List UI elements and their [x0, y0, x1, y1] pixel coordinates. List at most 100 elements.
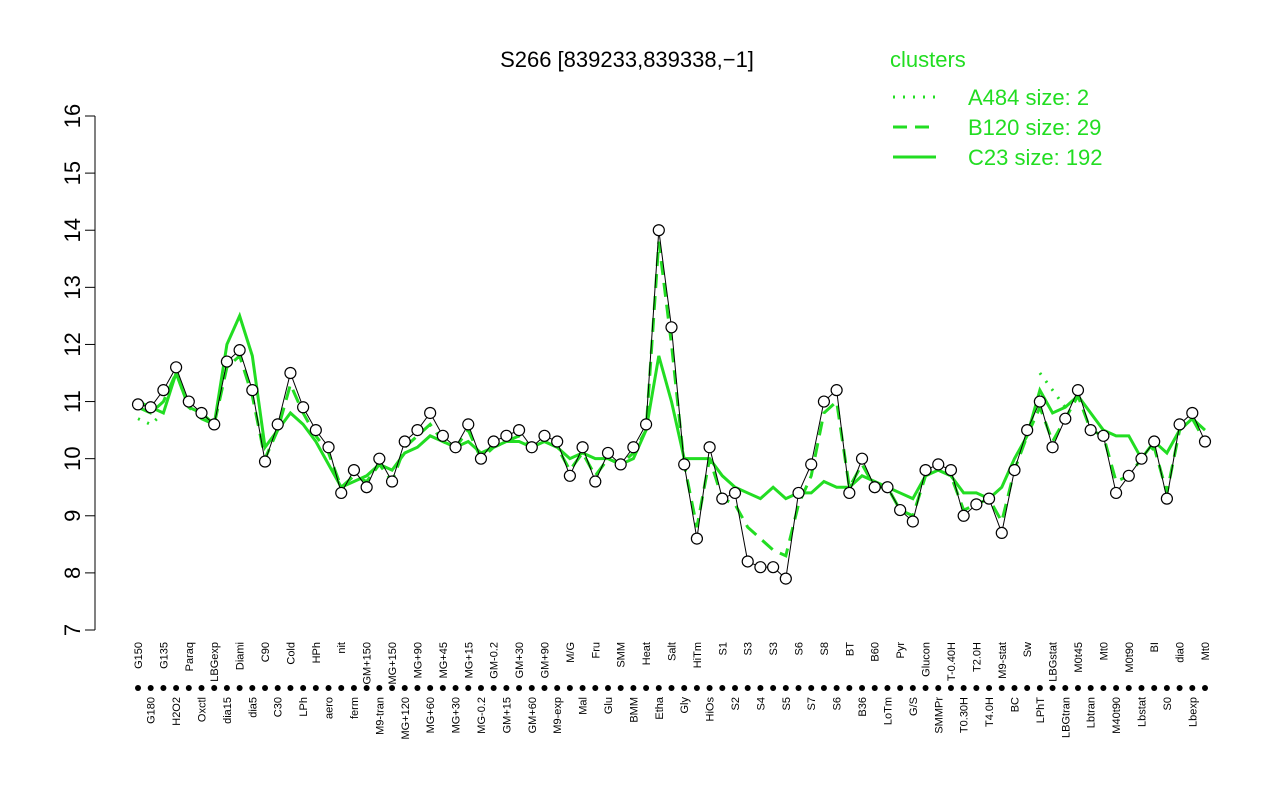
x-tick-label: S7 [806, 697, 818, 710]
profile-point [627, 441, 640, 454]
x-tick-label: M9-tran [374, 697, 386, 735]
x-tick-label: HPh [311, 642, 323, 663]
rug-mark [503, 685, 510, 691]
rug-mark [655, 685, 662, 691]
profile-point [525, 441, 538, 454]
rug-mark [211, 685, 218, 691]
profile-point [462, 418, 475, 431]
rug-mark [262, 685, 269, 691]
x-tick-label: aero [324, 697, 336, 719]
rug-mark [1138, 685, 1145, 691]
profile-point [1186, 406, 1199, 420]
rug-mark [820, 685, 827, 691]
x-tick-label: MG+45 [438, 642, 450, 678]
profile-point [995, 526, 1008, 540]
rug-mark [871, 685, 878, 691]
profile-point [500, 429, 513, 442]
profile-point [1097, 429, 1110, 442]
profile-point [436, 429, 449, 442]
profile-point [957, 509, 970, 522]
profile-point [932, 458, 945, 471]
profile-point [1021, 424, 1034, 437]
x-tick-label: Paraq [184, 642, 196, 671]
profile-point [373, 452, 386, 465]
rug-mark [1049, 685, 1056, 691]
x-tick-label: S6 [832, 697, 844, 710]
y-tick-label: 13 [60, 275, 85, 299]
x-tick-label: Glucon [921, 642, 933, 677]
profile-point [563, 469, 576, 482]
x-tick-label: GM-0.2 [489, 642, 501, 679]
profile-point [906, 515, 919, 528]
profile-point [487, 435, 500, 448]
rug-mark [846, 685, 853, 691]
profile-point [678, 458, 691, 471]
y-tick-label: 14 [60, 218, 85, 242]
rug-mark [986, 685, 993, 691]
rug-mark [490, 685, 497, 691]
profile-point [335, 486, 348, 500]
x-tick-label: LPhT [1035, 697, 1047, 724]
rug-mark [604, 685, 611, 691]
profile-point [170, 361, 183, 374]
x-tick-label: G150 [133, 642, 145, 669]
rug-mark [350, 685, 357, 691]
y-tick-label: 15 [60, 161, 85, 185]
profile-point [970, 498, 983, 511]
profile-point [830, 384, 843, 397]
profile-point [1008, 463, 1021, 477]
rug-mark [1036, 685, 1043, 691]
x-tick-label: GM+90 [539, 642, 551, 678]
x-tick-label: S8 [819, 642, 831, 655]
x-tick-label: Diami [235, 642, 247, 670]
x-tick-label: BT [844, 642, 856, 656]
rug-mark [1151, 685, 1158, 691]
rug-mark [427, 685, 434, 691]
x-tick-label: MG+90 [412, 642, 424, 678]
profile-point [639, 418, 653, 431]
profile-point [1160, 492, 1173, 505]
profile-point [1109, 486, 1123, 500]
x-tick-label: GM+30 [514, 642, 526, 678]
rug-mark [160, 685, 167, 691]
rug-mark [1062, 685, 1069, 691]
rug-mark [757, 685, 764, 691]
rug-mark [1024, 685, 1031, 691]
x-tick-label: G135 [158, 642, 170, 669]
rug-mark [579, 685, 586, 691]
rug-mark [706, 685, 713, 691]
rug-mark [135, 685, 141, 691]
rug-mark [947, 685, 954, 691]
profile-point [1122, 469, 1135, 482]
profile-point [1033, 395, 1046, 408]
y-tick-label: 10 [60, 446, 85, 470]
rug-mark [897, 685, 904, 691]
legend-label: B120 size: 29 [968, 115, 1101, 140]
x-tick-label: Lbexp [1187, 697, 1199, 727]
profile-point [1084, 424, 1097, 437]
rug-mark [744, 685, 751, 691]
profile-point [754, 561, 767, 574]
y-tick-label: 11 [60, 390, 85, 413]
profile-point [601, 446, 615, 460]
x-tick-label: S0 [1162, 697, 1174, 710]
x-tick-label: LBGexp [209, 642, 221, 682]
rug-mark [363, 685, 370, 691]
x-tick-label: BMM [628, 697, 640, 723]
rug-mark [528, 685, 535, 691]
cluster-line [137, 411, 165, 427]
rug-mark [147, 685, 154, 691]
profile-point [728, 486, 742, 500]
x-tick-label: Lbstat [1136, 697, 1148, 727]
x-tick-label: dia5 [247, 697, 259, 718]
profile-point [538, 429, 551, 442]
x-tick-label: G/S [908, 697, 920, 716]
chart-title: S266 [839233,839338,−1] [500, 47, 754, 72]
profile-point [385, 475, 399, 488]
rug-mark [998, 685, 1005, 691]
rug-mark [401, 685, 408, 691]
profile-point [982, 492, 996, 505]
rug-mark [808, 685, 815, 691]
x-tick-label: LPh [298, 697, 310, 717]
x-tick-label: Glu [603, 697, 615, 714]
